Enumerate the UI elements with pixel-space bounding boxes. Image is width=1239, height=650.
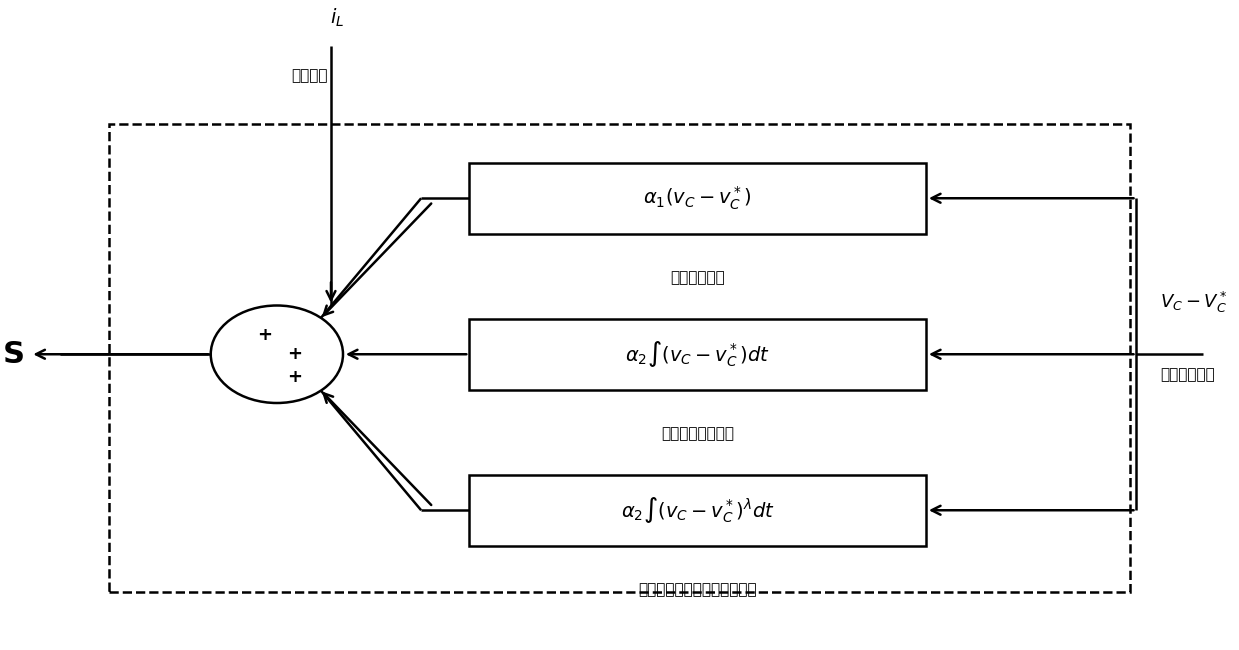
Bar xyxy=(470,474,926,546)
Text: S: S xyxy=(2,340,25,369)
Text: $\alpha_1(v_C-v_C^*)$: $\alpha_1(v_C-v_C^*)$ xyxy=(643,185,752,212)
Ellipse shape xyxy=(211,306,343,403)
Text: 带分数幂的输出电压误差积分: 带分数幂的输出电压误差积分 xyxy=(638,582,757,597)
Text: 输出电压误差: 输出电压误差 xyxy=(1161,367,1215,382)
Bar xyxy=(109,124,1130,592)
Text: 输出电压误差: 输出电压误差 xyxy=(670,270,725,285)
Text: $i_L$: $i_L$ xyxy=(330,7,344,29)
Text: 输出电压误差积分: 输出电压误差积分 xyxy=(662,426,735,441)
Bar xyxy=(470,162,926,234)
Text: $V_C-V_C^*$: $V_C-V_C^*$ xyxy=(1161,290,1228,315)
Text: +: + xyxy=(287,345,302,363)
Text: +: + xyxy=(287,368,302,386)
Text: $\alpha_2 \int (v_C-v_C^*)dt$: $\alpha_2 \int (v_C-v_C^*)dt$ xyxy=(626,339,771,369)
Text: $\alpha_2\int (v_C-v_C^*)^\lambda dt$: $\alpha_2\int (v_C-v_C^*)^\lambda dt$ xyxy=(621,495,774,525)
Bar xyxy=(470,318,926,390)
Text: +: + xyxy=(258,326,273,344)
Text: 电感电流: 电感电流 xyxy=(291,68,327,83)
